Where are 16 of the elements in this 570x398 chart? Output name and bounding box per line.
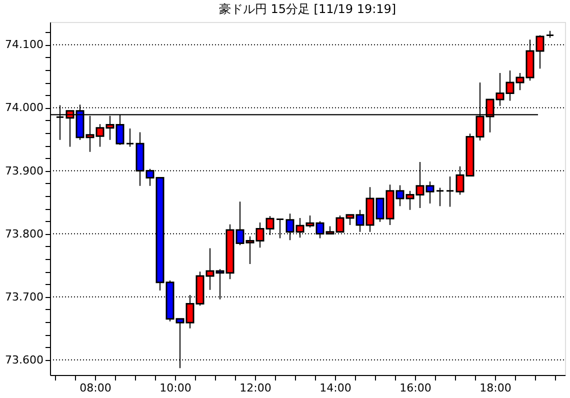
chart-title: 豪ドル円 15分足 [11/19 19:19] [218,2,396,16]
x-tick-label: 12:00 [240,382,272,394]
x-tick-label: 14:00 [320,382,352,394]
x-tick-label: 08:00 [80,382,112,394]
y-tick-label: 73.700 [5,290,44,304]
x-tick-label: 16:00 [400,382,432,394]
y-tick-label: 74.100 [5,38,44,52]
y-tick-label: 73.800 [5,227,44,240]
candlestick [436,187,444,207]
y-tick-label: 74.000 [5,101,44,114]
x-tick-label: 10:00 [160,382,192,394]
y-tick-label: 73.600 [5,353,44,366]
x-tick-label: 18:00 [480,382,512,394]
candlestick [446,176,454,208]
candlestick [126,128,134,148]
y-tick-label: 73.900 [5,164,44,178]
